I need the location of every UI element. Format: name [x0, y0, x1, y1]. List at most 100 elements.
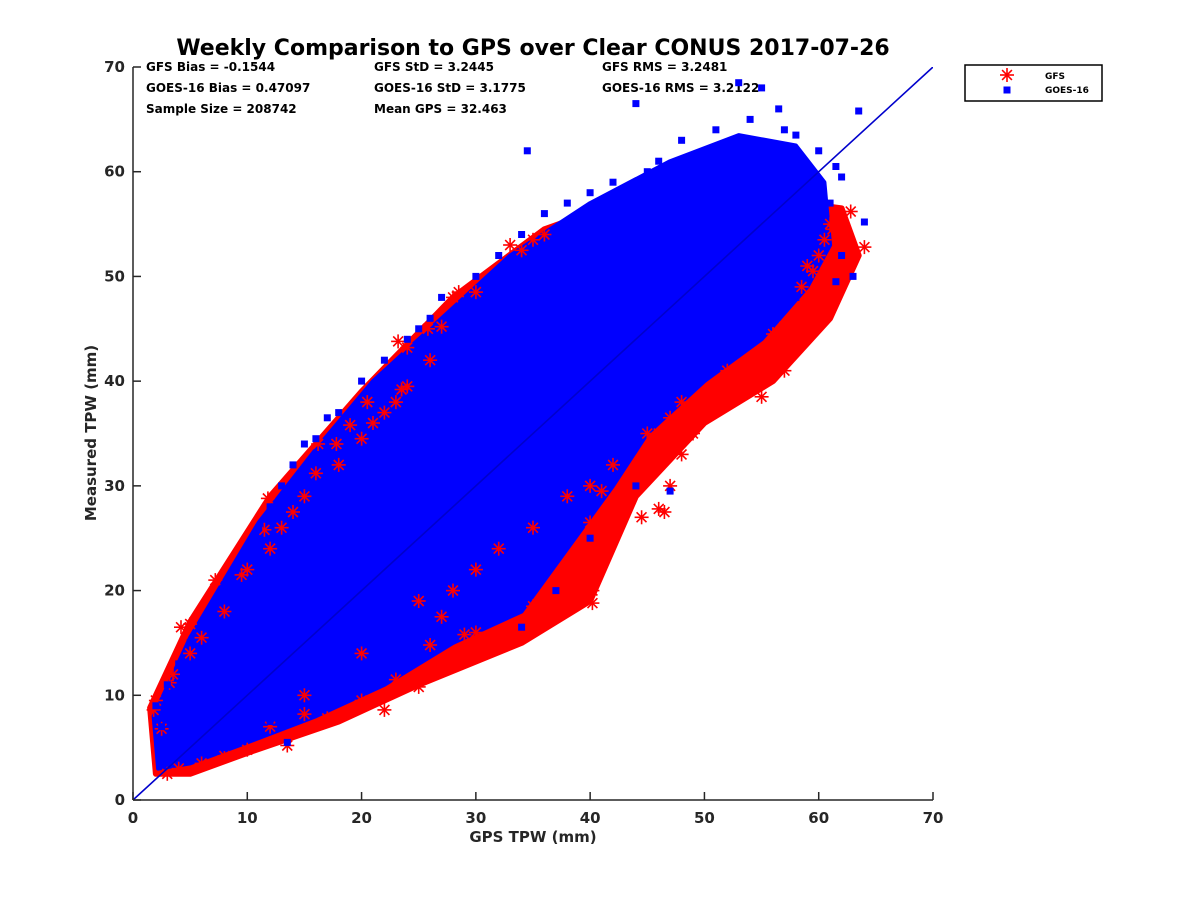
- gfs-point: [843, 204, 858, 219]
- gfs-point: [297, 707, 312, 722]
- gfs-point: [451, 285, 466, 300]
- gfs-point: [286, 505, 300, 519]
- goes-point: [609, 409, 617, 417]
- gfs-point: [777, 319, 792, 334]
- legend-goes-marker: [1003, 86, 1011, 94]
- goes-point: [220, 744, 228, 752]
- y-tick-label: 40: [104, 372, 125, 390]
- chart-title: Weekly Comparison to GPS over Clear CONU…: [176, 36, 889, 61]
- goes-point: [198, 749, 206, 757]
- y-tick-label: 60: [104, 163, 125, 181]
- goes-point: [335, 409, 343, 417]
- goes-point: [243, 545, 251, 553]
- stat-mean-gps: Mean GPS = 32.463: [374, 102, 507, 116]
- goes-point: [815, 147, 823, 155]
- goes-point: [529, 377, 537, 385]
- goes-point: [563, 199, 571, 207]
- gfs-point: [194, 630, 209, 645]
- goes-point: [335, 660, 343, 668]
- gfs-point: [634, 468, 649, 483]
- gfs-point: [537, 594, 552, 608]
- goes-point: [255, 524, 263, 532]
- goes-point: [289, 461, 297, 469]
- goes-point: [358, 534, 366, 542]
- gfs-point: [606, 457, 620, 472]
- gfs-point: [434, 609, 449, 624]
- gfs-point: [400, 340, 415, 355]
- goes-point: [792, 241, 800, 249]
- goes-point: [243, 733, 251, 741]
- stat-goes-std: GOES-16 StD = 3.1775: [374, 81, 526, 95]
- goes-point: [792, 293, 800, 301]
- goes-point: [552, 587, 560, 595]
- goes-point: [540, 471, 548, 479]
- goes-point: [769, 304, 777, 312]
- gfs-point: [420, 321, 435, 336]
- gfs-point: [354, 646, 369, 661]
- goes-point: [735, 79, 743, 87]
- gfs-point: [411, 679, 426, 694]
- gfs-point: [423, 638, 438, 652]
- gfs-point: [777, 363, 792, 378]
- goes-point: [775, 105, 783, 113]
- goes-point: [243, 639, 251, 647]
- gfs-point: [766, 327, 780, 341]
- gfs-point: [194, 756, 209, 771]
- gfs-point: [788, 311, 803, 326]
- gfs-point: [634, 510, 649, 525]
- x-tick-label: 40: [580, 809, 601, 827]
- goes-point: [283, 738, 291, 746]
- goes-point: [609, 178, 617, 186]
- stat-gfs-rms: GFS RMS = 3.2481: [602, 60, 727, 74]
- gfs-point: [583, 515, 598, 530]
- x-tick-label: 70: [923, 809, 944, 827]
- goes-point: [158, 723, 166, 731]
- gfs-point: [497, 627, 512, 642]
- goes-point: [278, 482, 286, 490]
- x-axis-label: GPS TPW (mm): [469, 828, 596, 846]
- gfs-point: [800, 259, 815, 273]
- legend: GFS GOES-16: [964, 64, 1103, 102]
- goes-point: [769, 262, 777, 270]
- goes-point: [632, 100, 640, 108]
- gfs-point: [217, 604, 232, 619]
- goes-point: [563, 272, 571, 280]
- gfs-point: [354, 693, 369, 708]
- goes-point: [300, 440, 308, 448]
- gfs-point: [640, 426, 655, 441]
- gfs-point: [825, 222, 840, 237]
- gfs-point: [788, 321, 803, 336]
- gfs-point: [754, 348, 769, 362]
- goes-point: [655, 367, 663, 375]
- goes-point: [323, 414, 331, 422]
- legend-gfs-marker: [1000, 68, 1014, 82]
- goes-point: [495, 252, 503, 259]
- y-tick-label: 70: [104, 58, 125, 76]
- gfs-point: [537, 227, 552, 242]
- gfs-point: [686, 426, 700, 441]
- y-ticks: 0 10 20 30 40 50 60 70: [104, 58, 141, 809]
- gfs-point: [360, 395, 375, 410]
- gfs-point: [674, 447, 689, 462]
- gfs-point: [817, 288, 832, 303]
- gfs-point: [468, 285, 483, 300]
- gfs-point: [457, 627, 472, 642]
- goes-point: [415, 482, 423, 490]
- gfs-point: [468, 625, 483, 640]
- y-tick-label: 10: [104, 686, 125, 704]
- gfs-point: [331, 709, 346, 724]
- gfs-point: [674, 395, 689, 410]
- goes-point: [563, 450, 571, 458]
- goes-point: [312, 435, 320, 443]
- goes-point: [666, 487, 674, 495]
- goes-point: [700, 325, 708, 333]
- goes-point: [472, 534, 480, 542]
- gfs-point: [663, 410, 678, 425]
- gfs-point: [446, 583, 460, 598]
- y-tick-label: 0: [115, 791, 125, 809]
- goes-point: [620, 220, 628, 228]
- goes-point: [723, 304, 731, 312]
- goes-point: [198, 712, 206, 720]
- legend-gfs-asterisk: [1000, 68, 1014, 82]
